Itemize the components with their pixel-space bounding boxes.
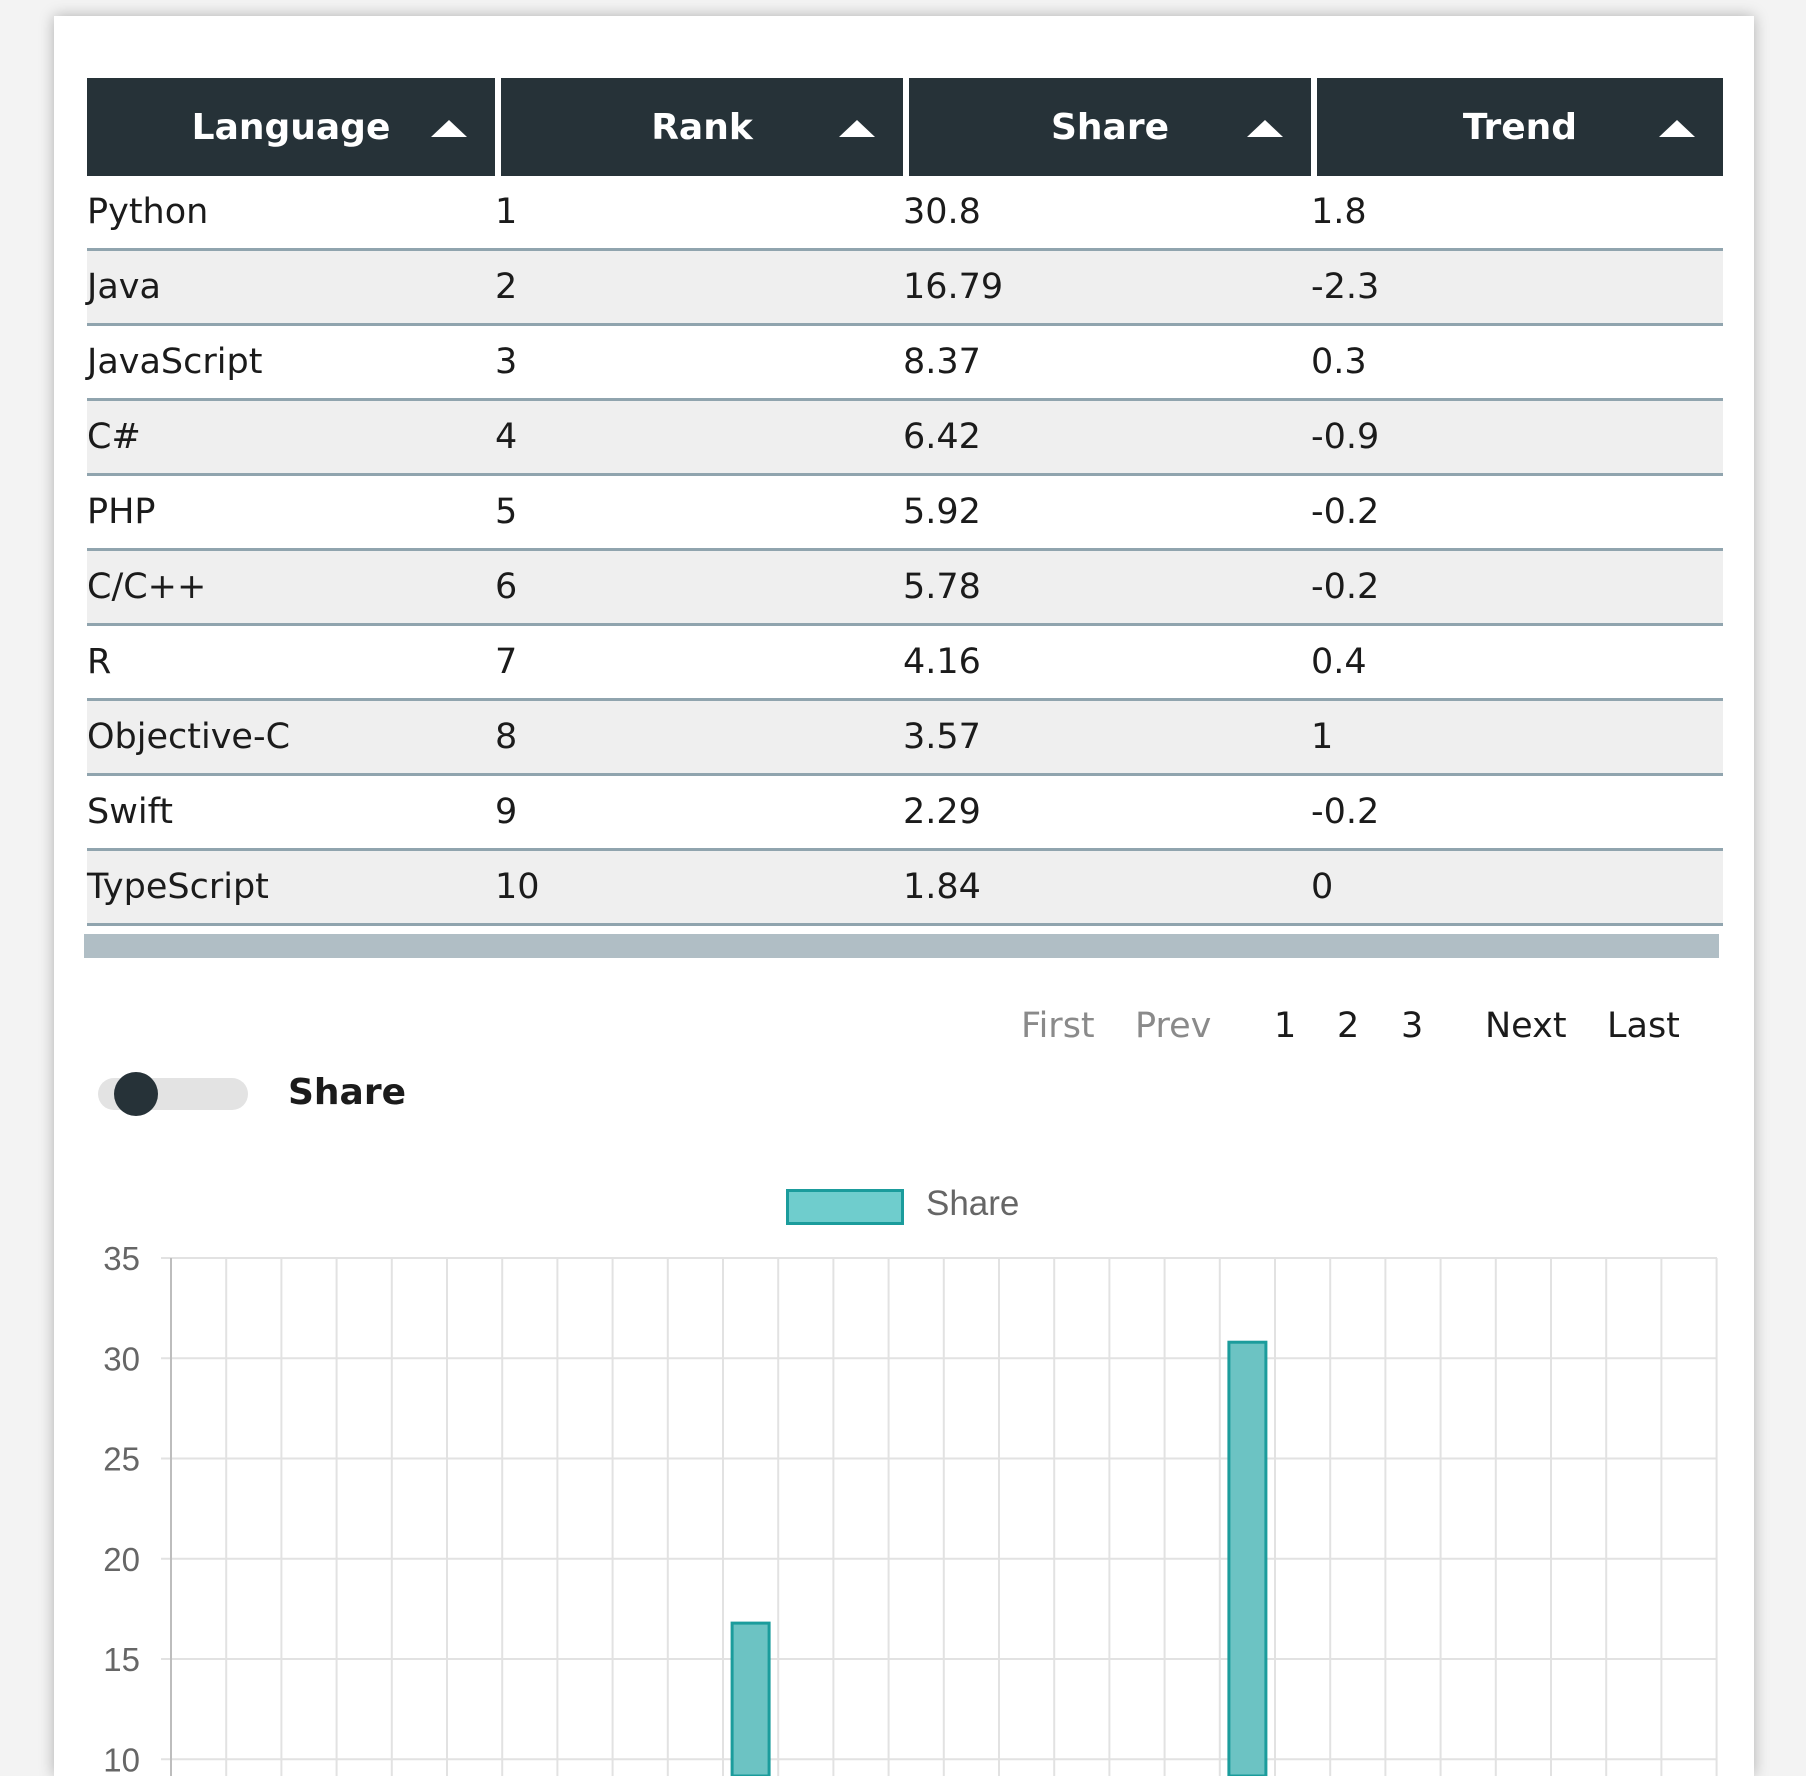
- table-row[interactable]: JavaScript 3 8.37 0.3: [87, 326, 1723, 401]
- pagination-page-button[interactable]: 3: [1401, 1006, 1424, 1046]
- column-header-label: Share: [1050, 106, 1170, 148]
- column-header-share[interactable]: Share: [903, 78, 1311, 176]
- pagination-prev-button[interactable]: Prev: [1135, 1006, 1212, 1046]
- share-toggle-label: Share: [288, 1072, 407, 1113]
- table-cell-language: Java: [87, 251, 495, 326]
- y-tick-label: 10: [103, 1741, 140, 1776]
- bar-share: [730, 1621, 771, 1776]
- table-row[interactable]: R 7 4.16 0.4: [87, 626, 1723, 701]
- table-body: Python 1 30.8 1.8 Java 2 16.79 -2.3 JavaScript 3 8…: [87, 176, 1723, 926]
- table-cell-share: 8.37: [903, 326, 1311, 401]
- table-row[interactable]: C# 4 6.42 -0.9: [87, 401, 1723, 476]
- y-tick-label: 30: [103, 1340, 140, 1377]
- horizontal-scrollbar[interactable]: [84, 934, 1719, 958]
- table-cell-rank: 7: [495, 626, 903, 701]
- column-header-rank[interactable]: Rank: [495, 78, 903, 176]
- table-cell-share: 1.84: [903, 851, 1311, 926]
- pagination-first-button[interactable]: First: [1021, 1006, 1095, 1046]
- table-cell-rank: 2: [495, 251, 903, 326]
- y-tick-label: 25: [103, 1441, 140, 1478]
- table-cell-language: Swift: [87, 776, 495, 851]
- sort-ascending-icon[interactable]: [1247, 120, 1283, 137]
- table-header-row: Language Rank Share Trend: [87, 78, 1723, 176]
- sort-ascending-icon[interactable]: [431, 120, 467, 137]
- table-cell-rank: 1: [495, 176, 903, 251]
- table-cell-share: 5.92: [903, 476, 1311, 551]
- table-cell-share: 2.29: [903, 776, 1311, 851]
- table-cell-trend: 0.3: [1311, 326, 1723, 401]
- table-cell-share: 4.16: [903, 626, 1311, 701]
- table-cell-language: JavaScript: [87, 326, 495, 401]
- table-cell-share: 16.79: [903, 251, 1311, 326]
- y-tick-label: 20: [103, 1541, 140, 1578]
- column-header-label: Rank: [651, 106, 753, 148]
- table-cell-language: TypeScript: [87, 851, 495, 926]
- table-row[interactable]: C/C++ 6 5.78 -0.2: [87, 551, 1723, 626]
- pagination-page-button[interactable]: 2: [1337, 1006, 1360, 1046]
- table-row[interactable]: TypeScript 10 1.84 0: [87, 851, 1723, 926]
- pagination-next-button[interactable]: Next: [1485, 1006, 1567, 1046]
- table-cell-language: C#: [87, 401, 495, 476]
- table-cell-share: 30.8: [903, 176, 1311, 251]
- table-cell-rank: 6: [495, 551, 903, 626]
- pagination: First Prev 1 2 3 Next Last: [54, 1006, 1754, 1050]
- table-cell-trend: -0.2: [1311, 776, 1723, 851]
- column-header-trend[interactable]: Trend: [1311, 78, 1723, 176]
- table-cell-share: 5.78: [903, 551, 1311, 626]
- y-tick-label: 15: [103, 1641, 140, 1678]
- share-toggle-knob[interactable]: [114, 1072, 158, 1116]
- table-cell-trend: -0.9: [1311, 401, 1723, 476]
- table-cell-language: PHP: [87, 476, 495, 551]
- table-cell-trend: 0: [1311, 851, 1723, 926]
- pagination-page-button[interactable]: 1: [1274, 1006, 1297, 1046]
- content-card: Language Rank Share Trend: [54, 16, 1754, 1776]
- table-cell-rank: 4: [495, 401, 903, 476]
- column-header-language[interactable]: Language: [87, 78, 495, 176]
- sort-ascending-icon[interactable]: [839, 120, 875, 137]
- table-cell-rank: 9: [495, 776, 903, 851]
- table-cell-rank: 10: [495, 851, 903, 926]
- column-header-label: Language: [191, 106, 391, 148]
- table-cell-rank: 8: [495, 701, 903, 776]
- table-cell-language: Python: [87, 176, 495, 251]
- table-row[interactable]: PHP 5 5.92 -0.2: [87, 476, 1723, 551]
- table-cell-rank: 5: [495, 476, 903, 551]
- table-cell-rank: 3: [495, 326, 903, 401]
- share-bar-chart: 10 15 20 25 30 35: [103, 1240, 1718, 1776]
- table-cell-trend: 1.8: [1311, 176, 1723, 251]
- table-cell-trend: -2.3: [1311, 251, 1723, 326]
- table-cell-share: 3.57: [903, 701, 1311, 776]
- table-row[interactable]: Python 1 30.8 1.8: [87, 176, 1723, 251]
- table-cell-language: R: [87, 626, 495, 701]
- table-cell-language: C/C++: [87, 551, 495, 626]
- table-row[interactable]: Objective-C 8 3.57 1: [87, 701, 1723, 776]
- table-cell-trend: -0.2: [1311, 551, 1723, 626]
- languages-table: Language Rank Share Trend: [87, 78, 1723, 926]
- table-row[interactable]: Java 2 16.79 -2.3: [87, 251, 1723, 326]
- table-cell-share: 6.42: [903, 401, 1311, 476]
- data-table-wrapper: Language Rank Share Trend: [87, 78, 1723, 926]
- legend-label-share[interactable]: Share: [926, 1184, 1020, 1223]
- table-cell-trend: 1: [1311, 701, 1723, 776]
- table-cell-trend: -0.2: [1311, 476, 1723, 551]
- pagination-last-button[interactable]: Last: [1607, 1006, 1680, 1046]
- column-header-label: Trend: [1462, 106, 1578, 148]
- bar-share: [1227, 1340, 1268, 1776]
- table-row[interactable]: Swift 9 2.29 -0.2: [87, 776, 1723, 851]
- sort-ascending-icon[interactable]: [1659, 120, 1695, 137]
- table-cell-language: Objective-C: [87, 701, 495, 776]
- y-tick-label: 35: [103, 1240, 140, 1277]
- table-cell-trend: 0.4: [1311, 626, 1723, 701]
- legend-swatch-share[interactable]: [786, 1189, 904, 1225]
